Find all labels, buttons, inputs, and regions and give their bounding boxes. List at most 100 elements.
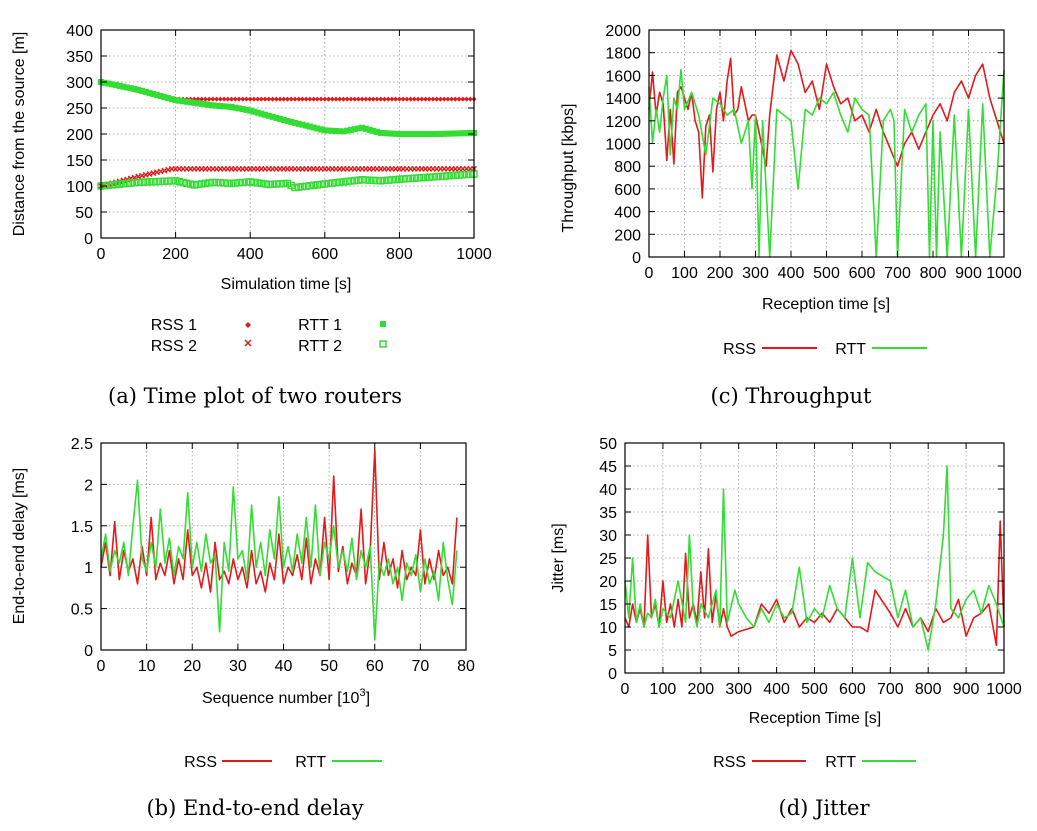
- scatter-point-rtt2: [201, 179, 210, 188]
- scatter-point-rtt1: [236, 105, 243, 112]
- scatter-point-rss1: [348, 96, 354, 102]
- scatter-point-rtt2: [291, 183, 299, 192]
- x-tick-label: 300: [742, 265, 769, 282]
- scatter-point-rtt2: [205, 179, 213, 187]
- scatter-point-rtt1: [370, 127, 377, 134]
- scatter-point-rss1: [415, 96, 421, 102]
- scatter-point-rss1: [423, 96, 429, 102]
- scatter-point-rtt1: [403, 131, 410, 137]
- scatter-point-rtt2: [253, 179, 262, 187]
- scatter-point-rtt2: [115, 180, 124, 188]
- scatter-point-rtt1: [206, 101, 213, 108]
- scatter-point-rtt2: [466, 170, 474, 179]
- x-tick-label: 500: [813, 265, 840, 282]
- x-tick-label: 200: [687, 681, 714, 698]
- x-tick-label: 800: [915, 681, 942, 698]
- scatter-point-rss1: [243, 96, 249, 102]
- scatter-point-rtt1: [347, 126, 354, 133]
- scatter-point-rtt2: [209, 178, 217, 187]
- scatter-point-rtt2: [328, 179, 336, 187]
- scatter-point-rtt1: [332, 127, 339, 134]
- panel-d: 0 100 200 300 400 500 600 700 800 900 1000 0 5 10 15 20…: [550, 436, 1022, 820]
- scatter-point-rss1: [296, 96, 302, 102]
- y-tick-label: 50: [599, 436, 617, 453]
- x-tick-label: 900: [953, 681, 980, 698]
- scatter-point-rtt2: [212, 178, 221, 187]
- scatter-point-rtt1: [318, 126, 325, 133]
- y-tick-label: 1800: [605, 46, 641, 63]
- scatter-point-rtt2: [410, 174, 419, 182]
- scatter-point-rtt2: [429, 173, 437, 181]
- scatter-point-rtt2: [302, 182, 310, 190]
- scatter-point-rtt2: [198, 180, 206, 188]
- scatter-point-rtt1: [344, 127, 351, 134]
- scatter-point-rtt1: [258, 110, 265, 117]
- scatter-point-rtt2: [321, 180, 329, 188]
- scatter-point-rtt2: [127, 179, 135, 187]
- x-tick-label: 800: [386, 246, 413, 263]
- scatter-point-rtt1: [437, 130, 444, 137]
- scatter-point-rtt2: [153, 177, 161, 186]
- scatter-point-rss1: [247, 96, 253, 102]
- legend-label-rtt2: RTT 2: [298, 338, 342, 355]
- scatter-point-rss1: [281, 96, 287, 102]
- scatter-point-rtt1: [161, 94, 168, 101]
- x-tick-label: 40: [275, 658, 293, 675]
- scatter-point-rtt2: [298, 182, 307, 191]
- scatter-point-rss1: [214, 96, 220, 102]
- scatter-point-rss1: [322, 96, 328, 102]
- scatter-point-rtt1: [362, 125, 369, 132]
- x-tick-label: 10: [138, 658, 156, 675]
- scatter-point-rss1: [337, 96, 343, 102]
- scatter-point-rtt1: [325, 127, 332, 134]
- y-tick-label: 2.5: [71, 436, 93, 453]
- scatter-point-rtt2: [276, 180, 284, 188]
- panel-d-legend: RSS RTT: [713, 754, 916, 771]
- scatter-point-rtt2: [395, 175, 404, 183]
- scatter-point-rtt1: [209, 102, 216, 109]
- scatter-point-rtt1: [131, 86, 138, 93]
- scatter-point-rss1: [340, 96, 346, 102]
- scatter-point-rtt2: [183, 179, 191, 187]
- x-tick-label: 500: [801, 681, 828, 698]
- scatter-point-rtt2: [242, 178, 251, 186]
- x-tick-label: 800: [920, 265, 947, 282]
- y-tick-label: 25: [599, 551, 617, 568]
- x-tick-label: 60: [366, 658, 384, 675]
- scatter-point-rtt1: [314, 125, 321, 132]
- scatter-point-rtt2: [324, 179, 333, 188]
- scatter-point-rtt2: [123, 179, 131, 188]
- panel-d-xlabel: Reception Time [s]: [749, 710, 882, 727]
- scatter-point-rss1: [378, 96, 384, 102]
- scatter-point-rtt1: [172, 97, 179, 104]
- scatter-point-rtt2: [280, 179, 288, 188]
- scatter-point-rtt1: [243, 106, 250, 113]
- panel-a-ticks: 0 200 400 600 800 1000 0 50 100 150 200 250 300 350 40…: [66, 23, 492, 263]
- x-tick-label: 200: [707, 265, 734, 282]
- scatter-point-rtt2: [164, 177, 172, 185]
- scatter-point-rss1: [381, 96, 387, 102]
- scatter-point-rtt2: [343, 177, 351, 186]
- x-tick-label: 70: [411, 658, 429, 675]
- scatter-point-rtt1: [254, 109, 261, 116]
- scatter-point-rtt1: [463, 130, 470, 137]
- scatter-point-rtt1: [187, 99, 194, 106]
- scatter-point-rtt1: [441, 130, 448, 137]
- panel-a-legend: RSS 1 RTT 1 RSS 2 RTT 2: [151, 317, 387, 355]
- scatter-point-rtt1: [306, 123, 313, 130]
- scatter-point-rtt1: [180, 98, 187, 105]
- scatter-point-rtt2: [462, 170, 471, 179]
- scatter-point-rtt2: [104, 181, 113, 189]
- legend-label-rtt: RTT: [835, 341, 866, 358]
- y-tick-label: 1.5: [71, 519, 93, 536]
- y-tick-label: 2: [84, 477, 93, 494]
- scatter-point-rtt2: [455, 171, 463, 179]
- y-tick-label: 0: [84, 231, 93, 248]
- scatter-point-rtt1: [340, 128, 347, 135]
- panel-d-series: [624, 465, 1005, 651]
- scatter-point-rss1: [229, 96, 235, 102]
- scatter-point-rss1: [206, 96, 212, 102]
- scatter-point-rss1: [396, 96, 402, 102]
- scatter-point-rtt2: [145, 178, 154, 186]
- scatter-point-rss1: [285, 96, 290, 102]
